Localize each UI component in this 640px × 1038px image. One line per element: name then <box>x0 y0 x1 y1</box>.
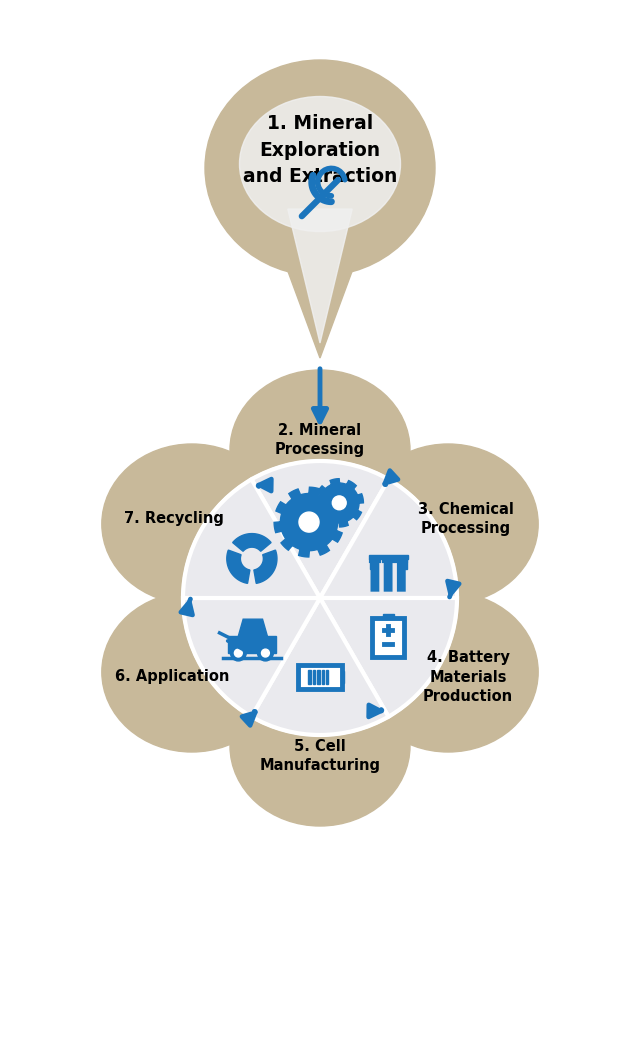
Circle shape <box>262 649 269 657</box>
Text: 1. Mineral
Exploration
and Extraction: 1. Mineral Exploration and Extraction <box>243 114 397 186</box>
FancyBboxPatch shape <box>371 562 380 592</box>
Wedge shape <box>183 480 320 598</box>
Text: 4. Battery
Materials
Production: 4. Battery Materials Production <box>423 650 513 705</box>
Circle shape <box>299 512 319 532</box>
Circle shape <box>182 460 458 736</box>
Text: 3. Chemical
Processing: 3. Chemical Processing <box>418 501 514 537</box>
Wedge shape <box>183 598 320 716</box>
Wedge shape <box>320 598 457 716</box>
Polygon shape <box>227 550 250 583</box>
Polygon shape <box>342 671 344 683</box>
Polygon shape <box>317 670 319 684</box>
Circle shape <box>332 496 346 510</box>
Polygon shape <box>274 487 344 557</box>
Polygon shape <box>326 670 328 684</box>
Polygon shape <box>308 670 311 684</box>
Ellipse shape <box>230 370 410 530</box>
Polygon shape <box>254 550 277 583</box>
Polygon shape <box>233 534 271 551</box>
Polygon shape <box>288 209 352 343</box>
Text: 2. Mineral
Processing: 2. Mineral Processing <box>275 422 365 458</box>
Polygon shape <box>272 227 368 358</box>
Text: 5. Cell
Manufacturing: 5. Cell Manufacturing <box>259 739 381 773</box>
Ellipse shape <box>102 592 282 752</box>
FancyBboxPatch shape <box>372 618 404 657</box>
Ellipse shape <box>102 444 282 604</box>
Circle shape <box>257 646 273 661</box>
Wedge shape <box>252 598 388 735</box>
Polygon shape <box>228 636 276 653</box>
Polygon shape <box>313 670 316 684</box>
Text: 7. Recycling: 7. Recycling <box>124 512 224 526</box>
Circle shape <box>230 646 246 661</box>
Text: 6. Application: 6. Application <box>115 670 229 684</box>
Polygon shape <box>383 613 394 618</box>
Ellipse shape <box>239 97 401 231</box>
FancyBboxPatch shape <box>298 664 342 689</box>
Wedge shape <box>320 480 457 598</box>
Polygon shape <box>238 620 268 636</box>
FancyBboxPatch shape <box>384 562 392 592</box>
Polygon shape <box>369 558 376 569</box>
Wedge shape <box>252 461 388 598</box>
Polygon shape <box>401 558 407 569</box>
Circle shape <box>234 649 243 657</box>
Polygon shape <box>315 479 364 527</box>
Polygon shape <box>321 670 324 684</box>
Ellipse shape <box>358 592 538 752</box>
Ellipse shape <box>358 444 538 604</box>
FancyBboxPatch shape <box>397 562 406 592</box>
Ellipse shape <box>205 60 435 276</box>
Ellipse shape <box>230 666 410 826</box>
Polygon shape <box>369 555 408 558</box>
